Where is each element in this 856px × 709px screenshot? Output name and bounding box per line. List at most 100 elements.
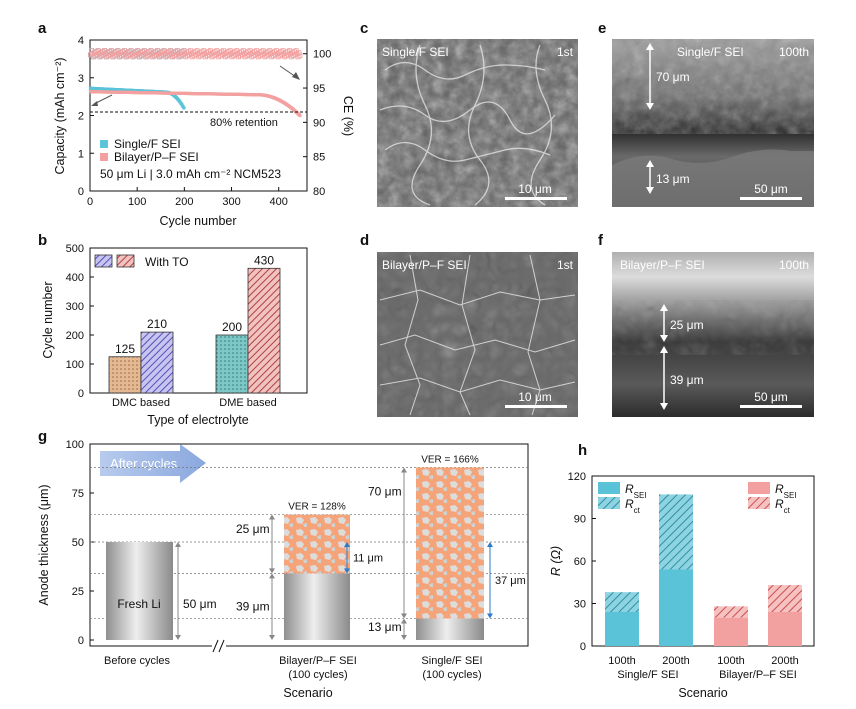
ytick-label-b: 300 [66,301,84,313]
ytick-label-h: 30 [574,599,586,611]
single-dim-bottom-label: 13 μm [368,620,402,634]
sem-grain-edges-d [379,254,576,416]
single-sei-bar [416,467,484,619]
xtick-label-h: 200th [662,655,690,667]
sem-f-label: Bilayer/P–F SEI [620,258,705,272]
legend-a-marker-bilayer [100,153,108,161]
legend-h-rsei-blue [598,482,620,494]
xtick-label-a: 100 [128,196,146,208]
xlabel-b: Type of electrolyte [147,413,248,427]
bilayer-dim-delta-label: 11 μm [353,553,383,565]
panel-label-g: g [38,428,47,445]
panel-label-f: f [598,232,604,249]
axis-break-mark-2 [218,639,225,653]
resistance-bars: 100th 200th 100th 200th [605,494,802,667]
panel-e: e Single/F SEI 100th 70 μm 13 μm 50 μm [598,20,814,207]
sem-d-label: Bilayer/P–F SEI [382,258,467,272]
sem-texture-f [612,300,814,355]
category-bilayer-1: Bilayer/P–F SEI [279,655,357,667]
ytick-label-h: 120 [568,471,586,483]
legend-h-rct-2: Rct [775,497,791,515]
legend-h-rct-blue [598,497,620,509]
sem-e-label: Single/F SEI [677,45,744,59]
bar-h-rsei [768,612,802,646]
bar-b [247,267,281,394]
axis-ticks-a: 0 100 200 300 400 0 1 2 3 4 80 85 90 95 100 [78,35,331,208]
ytick-label-a: 3 [78,73,84,85]
xtick-label-h: 200th [771,655,799,667]
single-dim-top-label: 70 μm [368,485,402,499]
panel-label-e: e [598,20,606,37]
ytick-label-b: 400 [66,272,84,284]
y2tick-label-a: 85 [313,152,325,164]
sem-e-scale: 50 μm [754,182,788,196]
legend-a-marker-single [100,140,108,148]
subtitle-a: 50 μm Li | 3.0 mAh cm⁻² NCM523 [100,167,281,181]
axes-g [89,443,529,647]
panel-label-h: h [578,442,587,459]
legend-b-swatch-1 [94,254,113,268]
xtick-label-b: DME based [219,397,276,409]
sem-f-scale: 50 μm [754,390,788,404]
sem-c-scalebar [505,197,567,200]
category-before: Before cycles [104,655,171,667]
xtick-label-b: DMC based [112,397,170,409]
ytick-label-a: 2 [78,111,84,123]
y2tick-label-a: 80 [313,186,325,198]
panel-h: h 0 30 60 90 120 100th 200th 100th 200th RSEI R… [549,442,815,700]
right-arrow-line [279,65,297,78]
ytick-label-g: 0 [78,635,84,647]
fresh-li-label: Fresh Li [117,597,160,611]
legend-h-rct-pink [748,497,770,509]
bar-h-rct [605,592,639,612]
ytick-label-g: 100 [66,439,84,451]
sem-texture-e [612,39,814,134]
y2tick-label-a: 100 [313,49,331,61]
fresh-dim-label: 50 μm [183,597,217,611]
ytick-label-a: 1 [78,148,84,160]
sem-c-scale: 10 μm [518,182,552,196]
bilayer-dim-top-label: 25 μm [236,522,270,536]
axis-ticks-b: 0 100 200 300 400 500 [66,243,94,400]
right-arrow-head [292,72,300,80]
ytick-label-a: 0 [78,186,84,198]
bar-h-rct [714,606,748,618]
bar-h-rsei [605,612,639,646]
panel-g: g 0 25 50 75 100 After cycles Fresh Li 50 μm V… [37,428,529,700]
y2tick-label-a: 95 [313,83,325,95]
bilayer-sei-bar [284,514,350,574]
sem-e-top: 70 μm [656,70,690,84]
xlabel-a: Cycle number [159,214,236,228]
bar-h-rct [768,585,802,612]
legend-b-swatch-2 [116,254,135,268]
group-bilayer: Bilayer/P–F SEI [719,669,797,681]
panel-c: c Single/F SEI 1st 10 μm [360,20,578,207]
sem-e-li-layer [612,149,814,207]
legend-b-label: With TO [145,255,189,269]
sem-f-top: 25 μm [670,318,704,332]
ylabel-b: Cycle number [41,281,55,358]
sem-d-scale: 10 μm [518,390,552,404]
bar-h-rsei [659,569,693,646]
bar-b-label: 200 [222,320,242,334]
panel-label-c: c [360,20,368,37]
after-cycles-label: After cycles [110,456,178,471]
axis-break-mark-1 [212,639,219,653]
single-dim-delta-label: 37 μm [495,575,526,587]
ylabel-h: R (Ω) [549,546,563,576]
axis-ticks-g: 0 25 50 75 100 [66,439,94,647]
bar-b [140,331,174,394]
panel-f: f Bilayer/P–F SEI 100th 25 μm 39 μm 50 μ… [598,232,814,417]
y2tick-label-a: 90 [313,117,325,129]
bilayer-dim-bottom-label: 39 μm [236,600,270,614]
y2label-a: CE (%) [341,96,355,136]
fresh-li-bar [106,542,173,640]
category-single-2: (100 cycles) [422,669,481,681]
legend-h-rsei-2: RSEI [775,482,797,500]
sem-e-bottom: 13 μm [656,172,690,186]
sem-e-dim-top-heads [646,43,654,110]
ce-point [296,50,302,56]
xtick-label-a: 0 [87,196,93,208]
ytick-label-h: 60 [574,556,586,568]
